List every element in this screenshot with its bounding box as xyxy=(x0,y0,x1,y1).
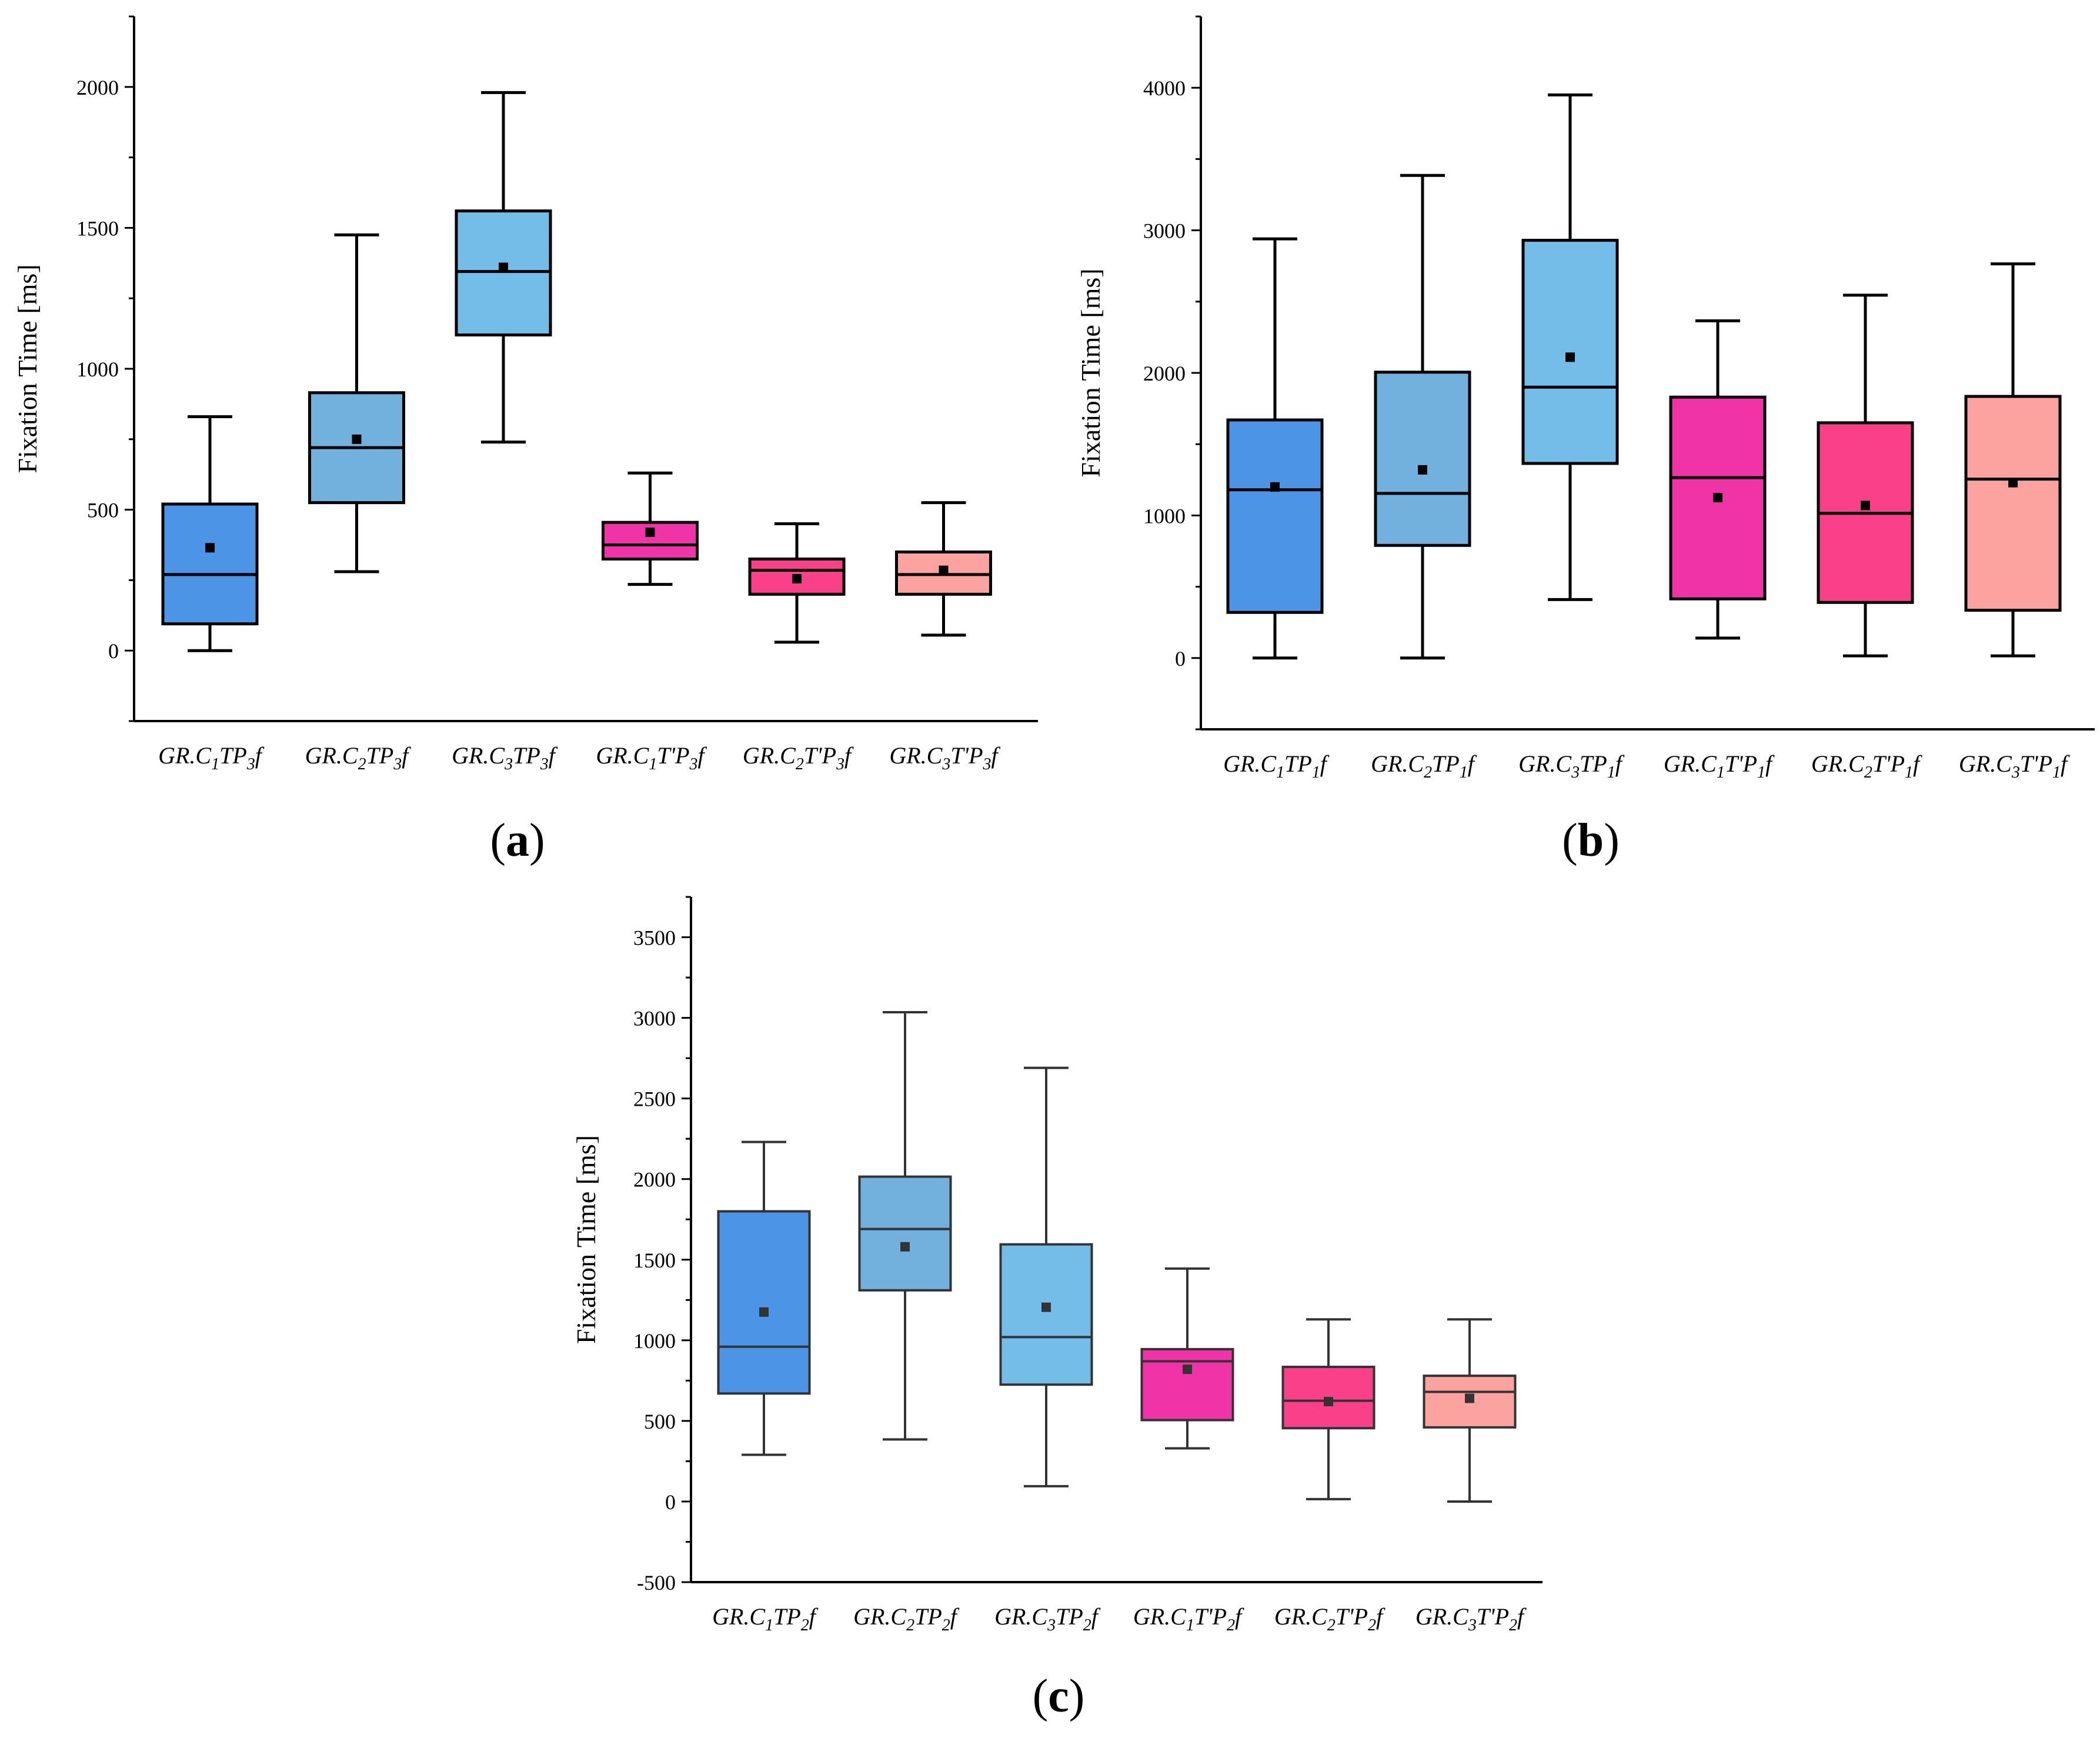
box-4 xyxy=(1140,1267,1234,1450)
iqr-box xyxy=(1140,1347,1234,1422)
y-tick-label: 2000 xyxy=(76,76,119,99)
x-tick-label: GR.C1T'P2f xyxy=(1133,1603,1244,1634)
mean-marker xyxy=(499,262,508,272)
y-tick-label: 1000 xyxy=(633,1329,676,1353)
box-5 xyxy=(748,522,846,644)
x-tick-label: GR.C2TP1f xyxy=(1371,750,1477,782)
x-tick-label: GR.C3T'P1f xyxy=(1959,750,2070,782)
box-6 xyxy=(1423,1318,1517,1503)
iqr-box xyxy=(1226,418,1324,614)
x-tick-label: GR.C3T'P2f xyxy=(1415,1603,1527,1634)
x-tick-label: GR.C2TP2f xyxy=(853,1603,960,1634)
y-tick-label: 500 xyxy=(87,499,119,522)
iqr-box xyxy=(1964,395,2062,612)
x-tick-label: GR.C1T'P1f xyxy=(1664,750,1775,782)
x-tick-label: GR.C1TP3f xyxy=(158,742,265,773)
box-4 xyxy=(602,471,699,586)
panel-label-a: (a) xyxy=(490,815,545,866)
x-tick-label: GR.C1TP2f xyxy=(712,1603,819,1634)
mean-marker xyxy=(1465,1393,1474,1403)
panel-label-b: (b) xyxy=(1562,815,1620,866)
x-tick-label: GR.C2T'P2f xyxy=(1274,1603,1385,1634)
y-axis-title: Fixation Time [ms] xyxy=(1076,268,1106,477)
iqr-box xyxy=(161,502,259,626)
box-5 xyxy=(1817,293,1914,658)
y-tick-label: 0 xyxy=(665,1490,676,1514)
y-axis-title: Fixation Time [ms] xyxy=(571,1135,601,1344)
iqr-box xyxy=(999,1243,1093,1386)
x-tick-label: GR.C3TP2f xyxy=(994,1603,1101,1634)
mean-marker xyxy=(1324,1396,1333,1406)
x-tick-label: GR.C1TP1f xyxy=(1223,750,1330,782)
box-6 xyxy=(1964,262,2062,658)
x-tick-label: GR.C3TP1f xyxy=(1518,750,1625,782)
x-tick-label: GR.C3TP3f xyxy=(452,742,558,773)
y-tick-label: 3500 xyxy=(633,926,676,950)
box-5 xyxy=(1281,1318,1375,1500)
iqr-box xyxy=(858,1175,952,1292)
y-tick-label: 4000 xyxy=(1143,76,1186,100)
y-tick-label: 2000 xyxy=(1143,362,1186,385)
x-tick-label: GR.C1T'P3f xyxy=(596,742,707,773)
mean-marker xyxy=(900,1242,910,1252)
x-tick-label: GR.C2T'P3f xyxy=(743,742,854,773)
x-tick-label: GR.C2TP3f xyxy=(305,742,412,773)
y-tick-label: 1500 xyxy=(633,1249,676,1272)
iqr-box xyxy=(1374,371,1471,547)
y-tick-label: 3000 xyxy=(1143,219,1186,243)
mean-marker xyxy=(939,565,949,575)
y-axis-title: Fixation Time [ms] xyxy=(12,264,42,473)
panel-a: 0 500 1000 1500 2000 Fixation Time [ms] GR.C1T… xyxy=(12,15,1038,866)
y-tick-label: 1000 xyxy=(1143,504,1186,528)
mean-marker xyxy=(1418,465,1427,475)
y-tick-label: -500 xyxy=(637,1571,676,1594)
mean-marker xyxy=(2008,478,2018,488)
mean-marker xyxy=(1041,1302,1051,1312)
box-3 xyxy=(999,1066,1093,1487)
panel-c: -500 0 500 1000 1500 2000 2500 3000 3500 Fixation… xyxy=(571,896,1543,1722)
mean-marker xyxy=(352,434,362,444)
box-6 xyxy=(895,501,992,637)
box-4 xyxy=(1669,319,1767,640)
box-2 xyxy=(858,1010,952,1441)
panel-label-c: (c) xyxy=(1033,1670,1085,1722)
mean-marker xyxy=(1183,1365,1192,1375)
mean-marker xyxy=(205,543,215,553)
x-tick-label: GR.C2T'P1f xyxy=(1811,750,1922,782)
y-tick-label: 2500 xyxy=(633,1087,676,1111)
panel-b: 0 1000 2000 3000 4000 Fixation Time [ms] GR.C1… xyxy=(1076,15,2095,866)
mean-marker xyxy=(759,1307,769,1317)
mean-marker xyxy=(1861,501,1870,511)
box-2 xyxy=(308,233,405,573)
mean-marker xyxy=(792,574,802,584)
box-1 xyxy=(717,1140,811,1456)
y-tick-label: 500 xyxy=(644,1410,676,1433)
y-tick-label: 0 xyxy=(1175,647,1186,670)
iqr-box xyxy=(717,1210,811,1395)
box-1 xyxy=(161,415,259,652)
y-tick-label: 1500 xyxy=(76,216,119,240)
y-tick-label: 1000 xyxy=(76,358,119,381)
mean-marker xyxy=(1565,352,1575,362)
mean-marker xyxy=(645,527,655,537)
mean-marker xyxy=(1713,493,1722,503)
iqr-box xyxy=(1521,239,1619,465)
box-1 xyxy=(1226,237,1324,660)
box-3 xyxy=(455,91,552,444)
y-tick-label: 0 xyxy=(108,639,119,663)
box-3 xyxy=(1521,93,1619,601)
mean-marker xyxy=(1270,482,1280,492)
x-tick-label: GR.C3T'P3f xyxy=(889,742,1000,773)
y-tick-label: 2000 xyxy=(633,1168,676,1192)
box-2 xyxy=(1374,174,1471,660)
y-tick-label: 3000 xyxy=(633,1007,676,1030)
